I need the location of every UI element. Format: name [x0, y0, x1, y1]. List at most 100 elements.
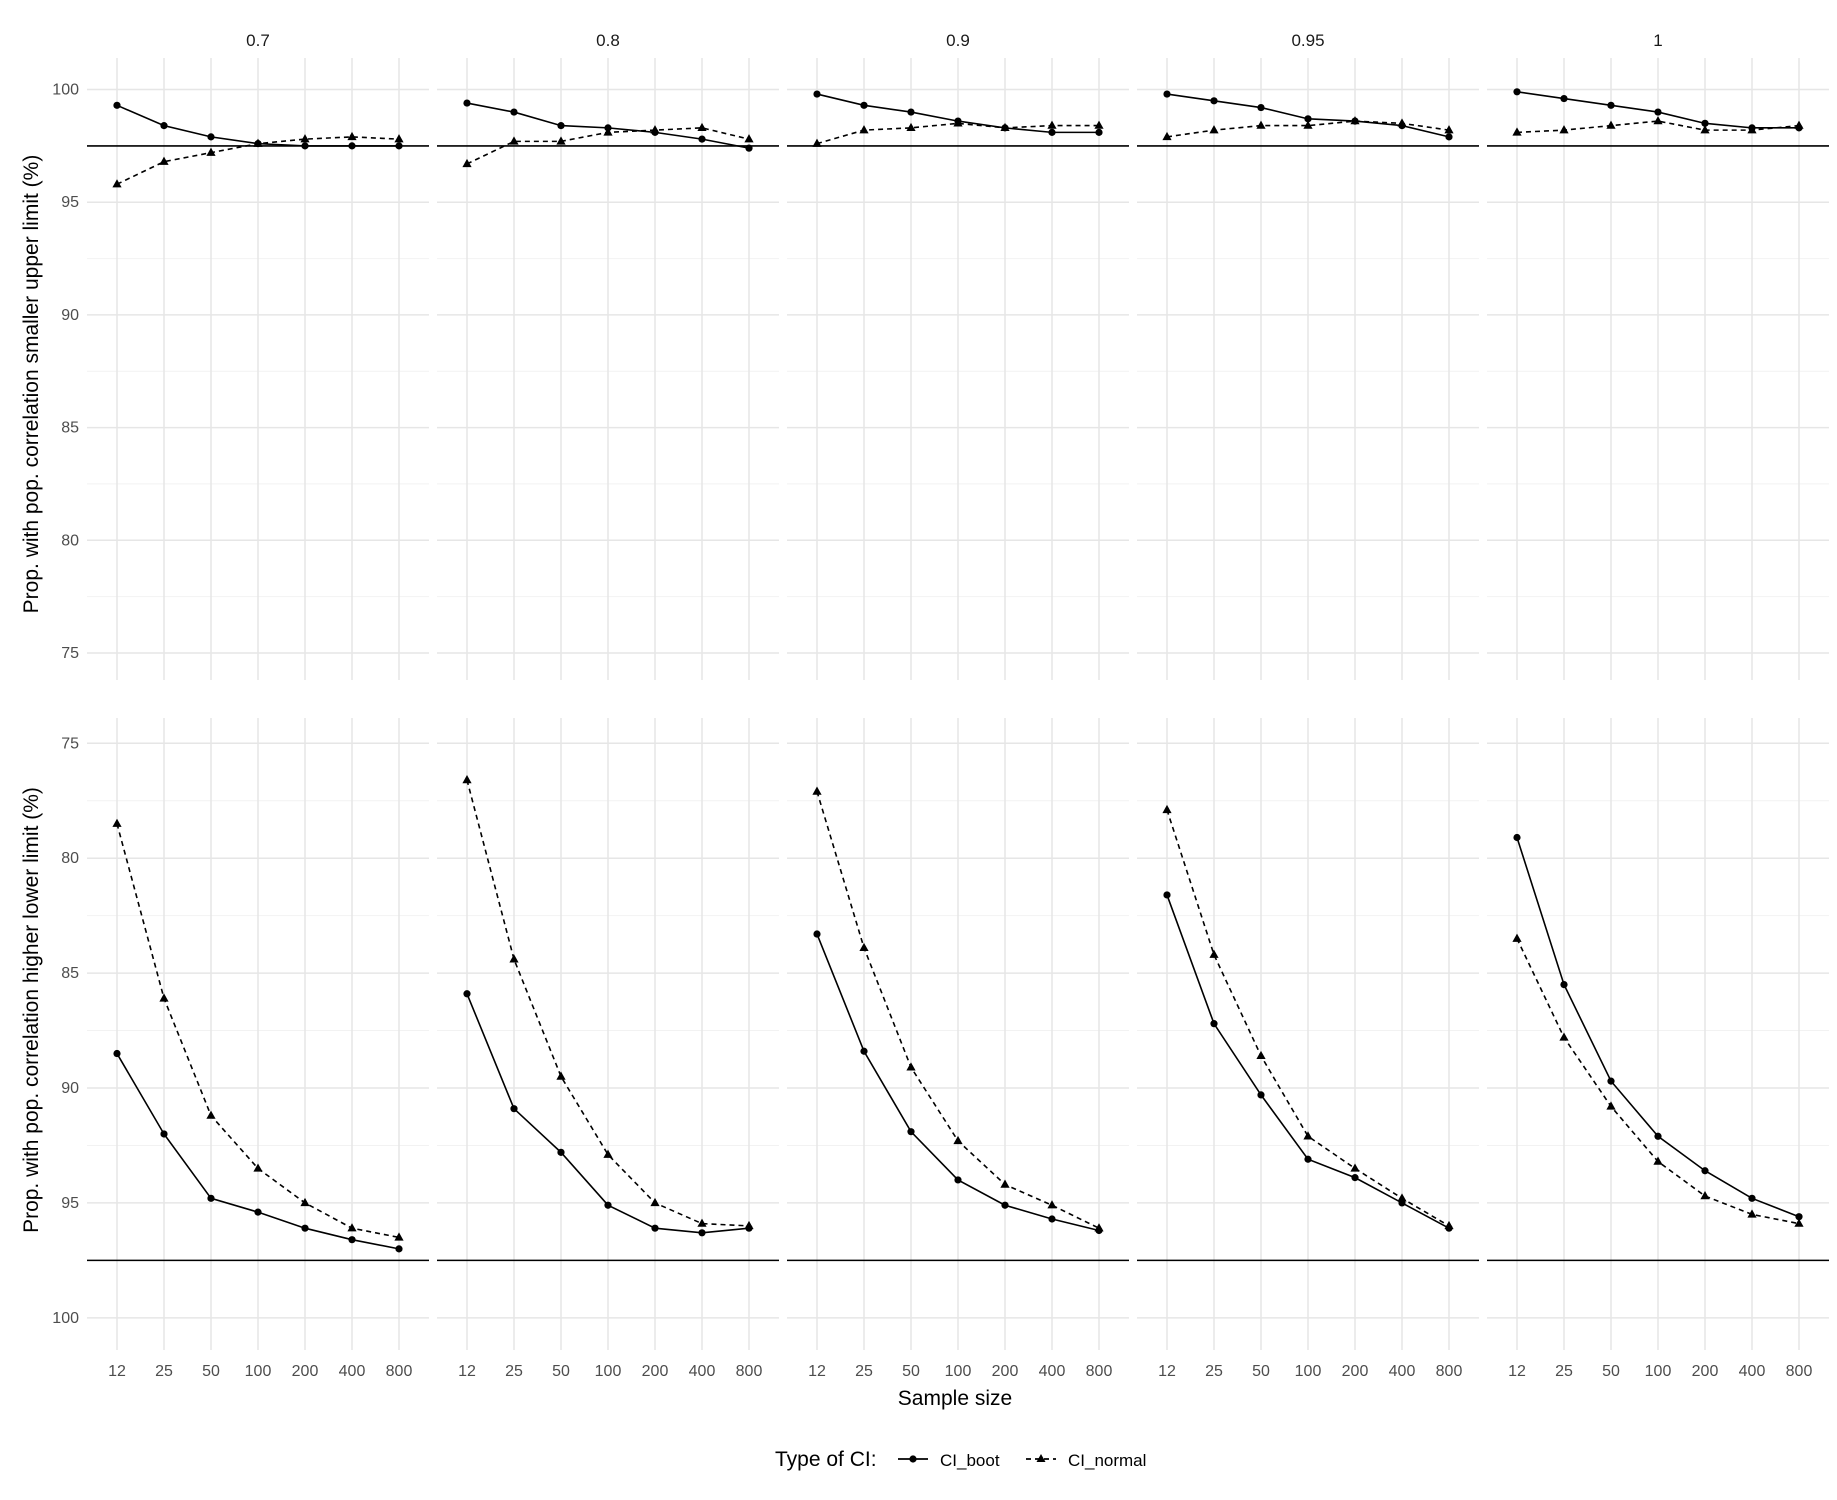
point-CI_boot-row0-p4-0 — [1513, 88, 1521, 96]
point-CI_normal-row0-p2-2 — [906, 122, 916, 132]
point-CI_boot-row1-p2-1 — [860, 1047, 868, 1055]
x-tick-label-p4-2: 50 — [1602, 1363, 1620, 1380]
x-tick-label-p3-5: 400 — [1389, 1363, 1416, 1380]
point-CI_normal-row0-p4-2 — [1606, 120, 1616, 129]
point-CI_boot-row1-p4-4 — [1701, 1167, 1709, 1175]
point-CI_boot-row1-p1-3 — [604, 1201, 612, 1209]
x-tick-label-p1-2: 50 — [552, 1363, 570, 1380]
point-CI_boot-row0-p3-0 — [1163, 90, 1171, 98]
point-CI_boot-row1-p1-1 — [510, 1105, 518, 1113]
point-CI_boot-row1-p0-5 — [348, 1236, 356, 1244]
point-CI_normal-row0-p4-3 — [1653, 116, 1663, 125]
legend-label-ci-normal: CI_normal — [1068, 1451, 1146, 1470]
point-CI_boot-row1-p4-6 — [1795, 1213, 1803, 1221]
point-CI_normal-row1-p1-1 — [509, 954, 519, 963]
x-axis-title: Sample size — [898, 1387, 1012, 1410]
point-CI_normal-row0-p0-5 — [347, 131, 357, 141]
legend-key-ci-normal-marker — [1036, 1454, 1046, 1462]
point-CI_normal-row1-p1-4 — [650, 1197, 660, 1207]
x-tick-label-p0-2: 50 — [202, 1363, 220, 1380]
point-CI_boot-row0-p3-1 — [1210, 97, 1218, 105]
point-CI_normal-row1-p2-2 — [906, 1062, 916, 1071]
point-CI_boot-row1-p0-0 — [113, 1049, 121, 1058]
point-CI_boot-row1-p0-1 — [160, 1130, 168, 1138]
facet-label-0: 0.7 — [246, 31, 270, 50]
x-tick-label-p3-4: 200 — [1342, 1363, 1369, 1380]
point-CI_normal-row0-p0-3 — [253, 138, 263, 147]
point-CI_boot-row0-p2-2 — [907, 108, 915, 116]
point-CI_boot-row1-p1-4 — [651, 1224, 659, 1232]
point-CI_boot-row0-p4-2 — [1607, 101, 1615, 109]
point-CI_normal-row0-p4-1 — [1559, 125, 1569, 134]
point-CI_normal-row0-p3-5 — [1397, 118, 1407, 127]
point-CI_boot-row1-p2-0 — [813, 930, 821, 938]
x-tick-label-p2-6: 800 — [1086, 1363, 1113, 1380]
facet-label-2: 0.9 — [946, 31, 970, 50]
point-CI_normal-row0-p3-2 — [1256, 120, 1266, 129]
point-CI_boot-row0-p1-1 — [510, 108, 518, 116]
point-CI_boot-row0-p3-6 — [1445, 133, 1453, 141]
point-CI_normal-row1-p0-5 — [347, 1223, 357, 1232]
point-CI_normal-row1-p2-0 — [812, 786, 822, 795]
point-CI_boot-row1-p0-6 — [395, 1245, 403, 1253]
point-CI_normal-row0-p2-5 — [1047, 120, 1057, 129]
point-CI_boot-row1-p3-0 — [1163, 891, 1171, 899]
y-axis-title-top: Prop. with pop. correlation smaller uppe… — [20, 155, 43, 614]
point-CI_boot-row1-p1-2 — [557, 1148, 565, 1156]
point-CI_boot-row0-p2-5 — [1048, 128, 1056, 136]
x-tick-label-p3-6: 800 — [1436, 1363, 1463, 1380]
point-CI_normal-row0-p4-0 — [1512, 127, 1522, 136]
x-tick-label-p3-0: 12 — [1158, 1363, 1176, 1380]
x-tick-label-p1-6: 800 — [736, 1363, 763, 1380]
point-CI_boot-row0-p2-6 — [1095, 128, 1103, 136]
point-CI_normal-row1-p0-0 — [112, 818, 122, 827]
point-CI_boot-row1-p3-4 — [1351, 1174, 1359, 1182]
point-CI_normal-row0-p2-0 — [812, 138, 822, 147]
point-CI_normal-row0-p0-2 — [206, 147, 216, 156]
point-CI_normal-row1-p4-6 — [1794, 1218, 1804, 1227]
point-CI_normal-row0-p3-6 — [1444, 125, 1454, 134]
point-CI_boot-row1-p4-5 — [1748, 1194, 1756, 1202]
point-CI_boot-row0-p1-0 — [463, 99, 471, 107]
point-CI_boot-row1-p2-3 — [954, 1176, 962, 1184]
point-CI_boot-row1-p4-0 — [1513, 833, 1521, 842]
point-CI_normal-row1-p1-2 — [556, 1071, 566, 1080]
point-CI_normal-row1-p1-0 — [462, 775, 472, 784]
x-tick-label-p1-1: 25 — [505, 1363, 523, 1380]
point-CI_normal-row1-p3-4 — [1350, 1163, 1360, 1172]
point-CI_boot-row1-p0-3 — [254, 1208, 262, 1216]
legend-label-ci-boot: CI_boot — [940, 1451, 1000, 1470]
point-CI_normal-row0-p1-5 — [697, 122, 707, 132]
point-CI_normal-row0-p2-3 — [953, 118, 963, 127]
point-CI_boot-row0-p0-5 — [348, 142, 356, 150]
point-CI_normal-row1-p4-2 — [1606, 1101, 1616, 1110]
point-CI_boot-row0-p0-1 — [160, 122, 168, 130]
point-CI_normal-row1-p1-5 — [697, 1218, 707, 1227]
point-CI_boot-row1-p0-2 — [207, 1194, 215, 1202]
point-CI_normal-row1-p1-3 — [603, 1149, 613, 1158]
point-CI_boot-row0-p1-2 — [557, 122, 565, 130]
x-tick-label-p0-0: 12 — [108, 1363, 126, 1380]
point-CI_normal-row1-p3-5 — [1397, 1193, 1407, 1202]
point-CI_normal-row1-p4-0 — [1512, 933, 1522, 942]
legend-key-ci-boot-marker — [909, 1455, 917, 1463]
point-CI_normal-row0-p1-2 — [556, 136, 566, 145]
x-tick-label-p2-1: 25 — [855, 1363, 873, 1380]
x-tick-label-p0-4: 200 — [292, 1363, 319, 1380]
point-CI_normal-row0-p2-4 — [1000, 122, 1010, 132]
y-tick-label-row1-1: 80 — [61, 850, 79, 867]
y-tick-label-row0-5: 100 — [52, 82, 79, 99]
point-CI_normal-row1-p3-1 — [1209, 949, 1219, 958]
point-CI_normal-row0-p2-1 — [859, 125, 869, 134]
x-tick-label-p4-4: 200 — [1692, 1363, 1719, 1380]
point-CI_boot-row0-p2-1 — [860, 101, 868, 109]
x-tick-label-p4-1: 25 — [1555, 1363, 1573, 1380]
x-tick-label-p4-5: 400 — [1739, 1363, 1766, 1380]
x-tick-label-p3-3: 100 — [1295, 1363, 1322, 1380]
x-tick-label-p2-5: 400 — [1039, 1363, 1066, 1380]
point-CI_normal-row1-p0-1 — [159, 993, 169, 1002]
point-CI_normal-row0-p1-1 — [509, 136, 519, 145]
point-CI_boot-row0-p4-1 — [1560, 94, 1568, 103]
point-CI_normal-row0-p4-4 — [1700, 125, 1710, 134]
